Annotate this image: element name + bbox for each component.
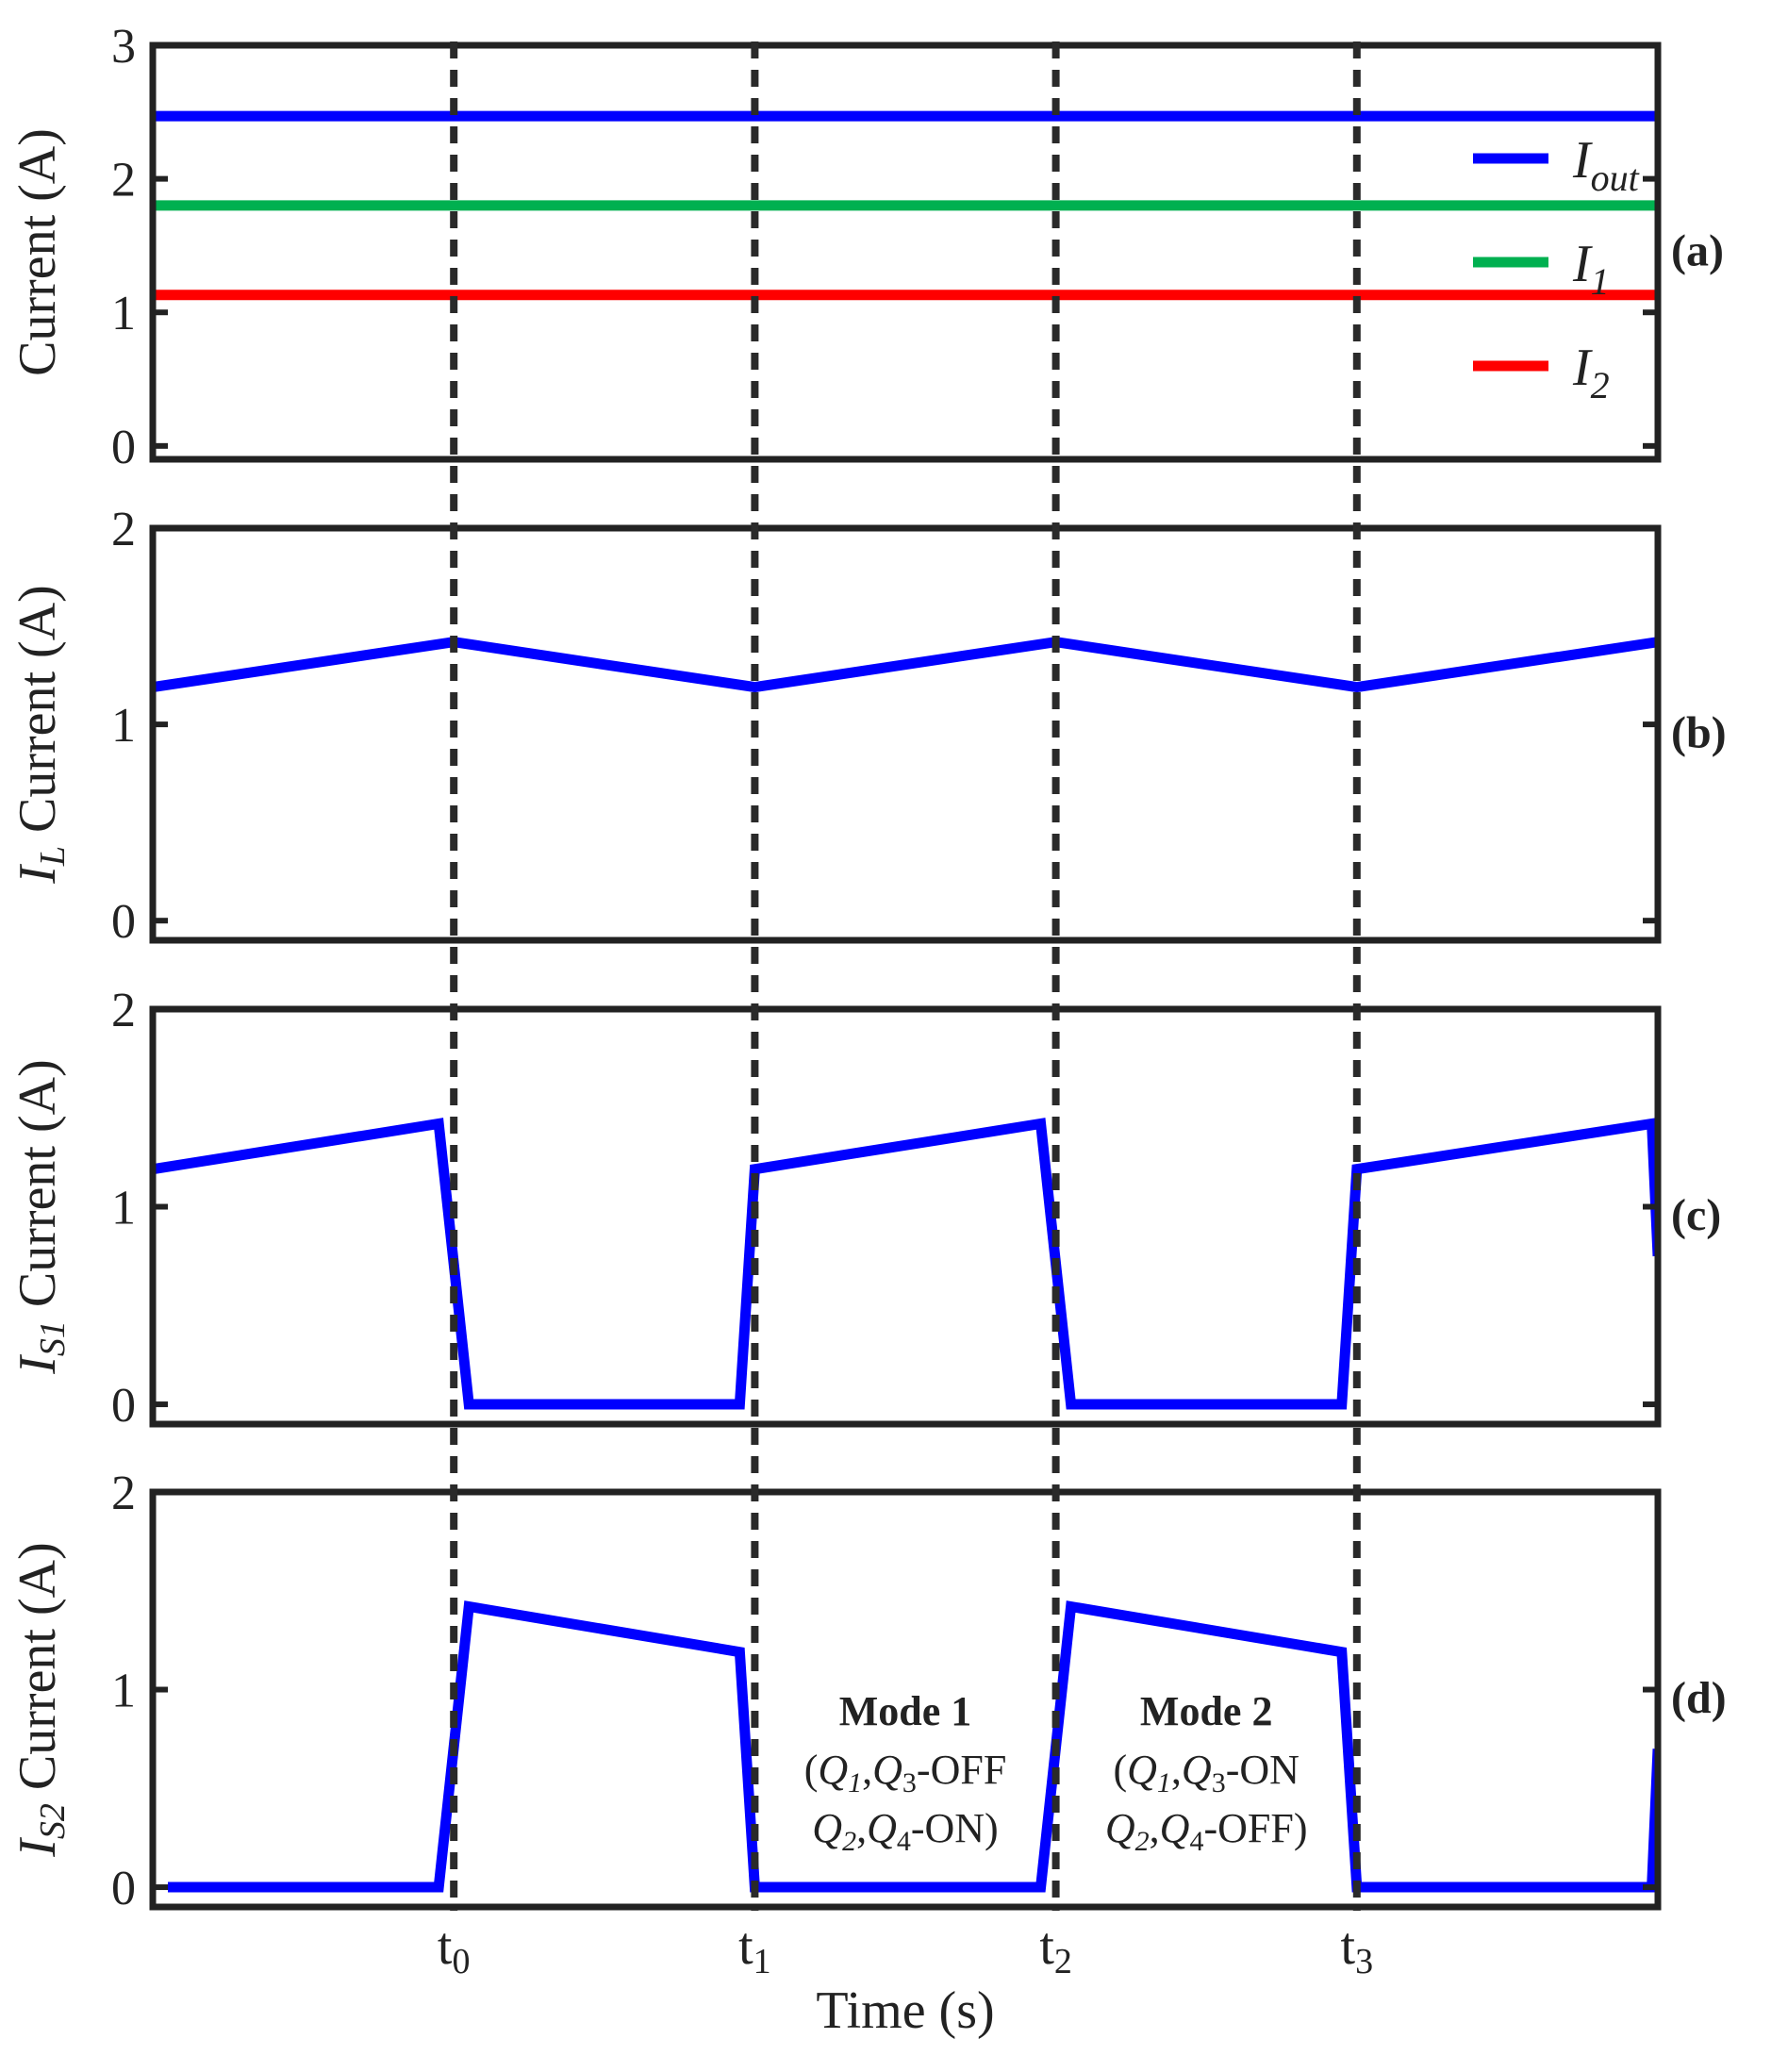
legend: Iout I1 I2 [1473, 131, 1640, 406]
mode-title: Mode 2 [1140, 1688, 1273, 1734]
y-tick-label: 1 [111, 1665, 136, 1718]
y-axis-title-c: IS1 Current (A) [8, 1059, 73, 1374]
x-tick-label: t1 [738, 1917, 771, 1981]
plot-frame-c [149, 1005, 1662, 1428]
x-tick-label: t3 [1341, 1917, 1374, 1981]
x-tick-label: t2 [1039, 1917, 1072, 1981]
y-tick-label: 2 [111, 154, 136, 207]
panel-tag-a: (a) [1671, 226, 1724, 276]
legend-label: I2 [1572, 339, 1610, 406]
y-axis-title-b: IL Current (A) [8, 585, 73, 885]
panel-tag-b: (b) [1671, 708, 1727, 758]
mode-state-line: Q2,Q4-ON) [812, 1805, 998, 1857]
x-axis-title: Time (s) [816, 1981, 994, 2040]
y-tick-label: 0 [111, 895, 136, 949]
y-tick-label: 2 [111, 1467, 136, 1520]
mode-state-line: (Q1,Q3-ON [1113, 1747, 1299, 1798]
y-tick-label: 1 [111, 287, 136, 340]
y-tick-label: 0 [111, 1379, 136, 1433]
y-axis-title-d: IS2 Current (A) [8, 1542, 73, 1857]
mode-state-line: Q2,Q4-OFF) [1105, 1805, 1308, 1857]
plot-frame-a [149, 41, 1662, 463]
y-tick-label: 0 [111, 1862, 136, 1915]
panel-d: 0 1 2 IS2 Current (A) (d) Mode 1 (Q1,Q3-OFF Q2,… [8, 1467, 1727, 1915]
y-axis-title-a: Current (A) [8, 128, 67, 376]
panel-tag-c: (c) [1671, 1190, 1721, 1240]
panel-a: 0 1 2 3 Current (A) (a) Iout I1 I2 [8, 20, 1724, 474]
plot-frame-b [149, 524, 1662, 944]
series-line-is2 [168, 1600, 1658, 1893]
legend-label: I1 [1572, 235, 1610, 303]
series-line-is1 [153, 1118, 1658, 1410]
mode-annotation-1: Mode 1 (Q1,Q3-OFF Q2,Q4-ON) [804, 1688, 1007, 1857]
y-tick-label: 2 [111, 984, 136, 1037]
y-tick-label: 1 [111, 1182, 136, 1235]
mode-title: Mode 1 [839, 1688, 972, 1734]
plot-frame-d [149, 1488, 1662, 1911]
mode-annotation-2: Mode 2 (Q1,Q3-ON Q2,Q4-OFF) [1105, 1688, 1308, 1857]
y-tick-label: 1 [111, 699, 136, 753]
y-tick-label: 2 [111, 503, 136, 556]
series-line-il [153, 637, 1658, 693]
panel-b: 0 1 2 IL Current (A) (b) [8, 503, 1727, 949]
y-tick-label: 3 [111, 20, 136, 74]
panel-tag-d: (d) [1671, 1673, 1727, 1723]
legend-label: Iout [1572, 131, 1640, 199]
x-tick-label: t0 [438, 1917, 471, 1981]
mode-state-line: (Q1,Q3-OFF [804, 1747, 1007, 1798]
y-tick-label: 0 [111, 421, 136, 474]
panel-c: 0 1 2 IS1 Current (A) (c) [8, 984, 1721, 1433]
